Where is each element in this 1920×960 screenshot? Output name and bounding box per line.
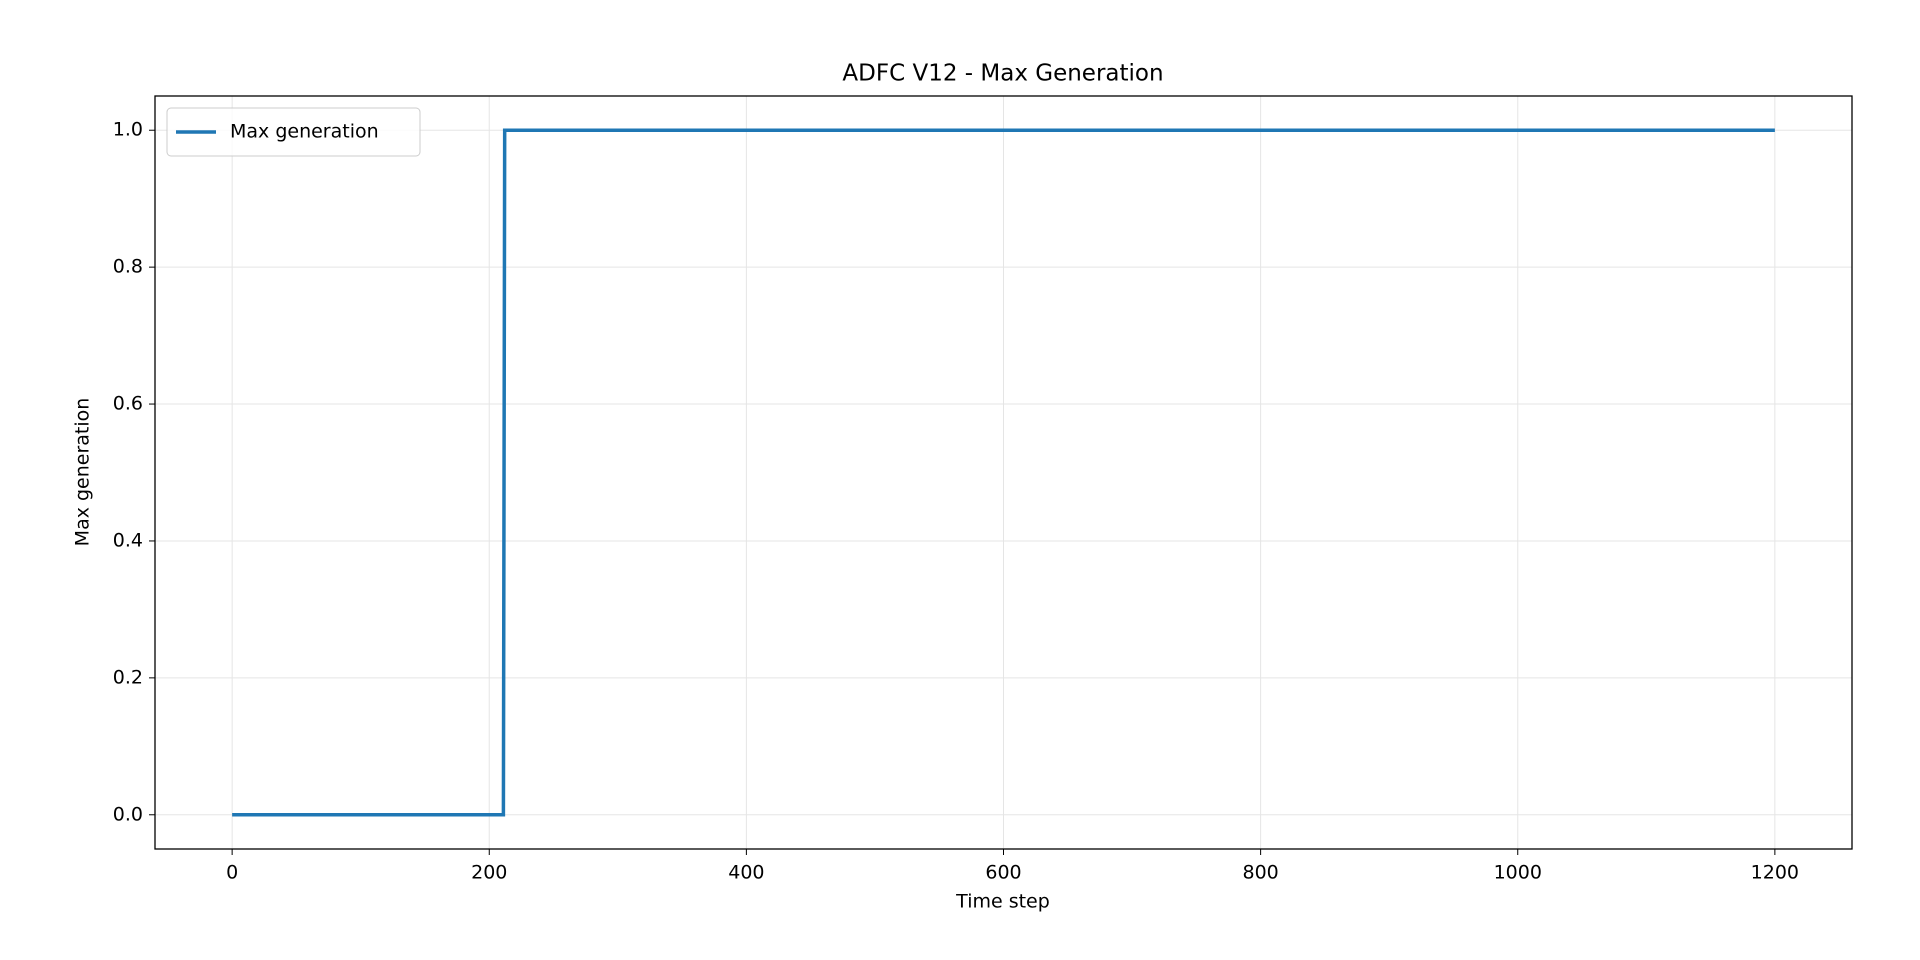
y-tick-label: 0.4	[113, 529, 143, 551]
x-tick-label: 1000	[1494, 862, 1542, 884]
y-tick-label: 0.2	[113, 666, 143, 688]
line	[232, 128, 1775, 817]
plot-frame	[154, 95, 1853, 850]
y-tick-label: 0.0	[113, 803, 143, 825]
legend-label: Max generation	[230, 121, 379, 143]
y-tick-label: 0.6	[113, 393, 143, 415]
y-tick-label: 1.0	[113, 119, 143, 141]
x-tick-label: 0	[226, 862, 238, 884]
x-tick-label: 800	[1242, 862, 1278, 884]
y-axis-label: Max generation	[72, 398, 94, 547]
x-tick-label: 1200	[1751, 862, 1799, 884]
chart-title: ADFC V12 - Max Generation	[842, 61, 1163, 87]
x-tick-label: 200	[471, 862, 507, 884]
x-tick-label: 400	[728, 862, 764, 884]
legend-box	[166, 107, 421, 157]
x-axis-label: Time step	[955, 891, 1050, 913]
y-tick-label: 0.8	[113, 256, 143, 278]
x-tick-label: 600	[985, 862, 1021, 884]
